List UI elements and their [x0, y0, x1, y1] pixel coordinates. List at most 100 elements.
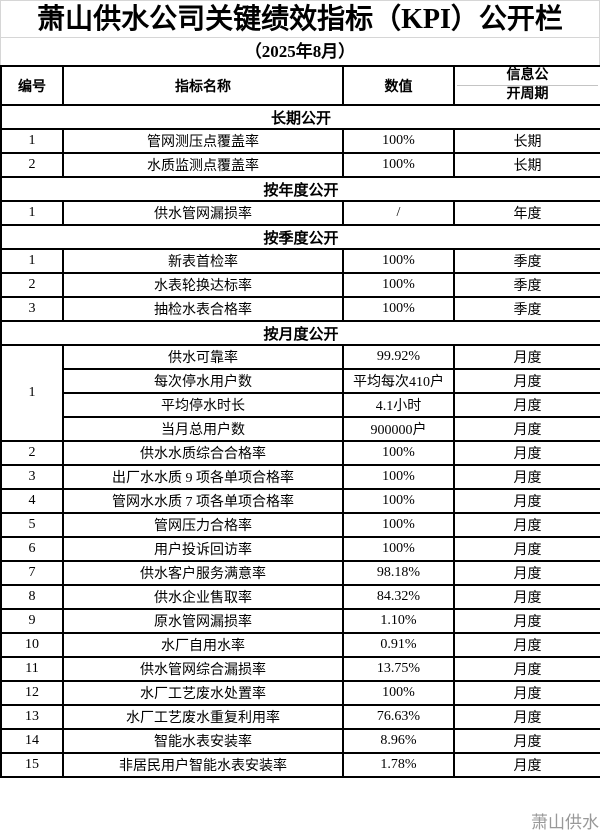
indicator-name-cell: 供水客户服务满意率	[62, 560, 344, 586]
header-period-line2: 开周期	[457, 85, 598, 103]
row-number-cell: 11	[0, 656, 64, 682]
table-row: 14 智能水表安装率 8.96% 月度	[0, 728, 600, 754]
table-row: 13 水厂工艺废水重复利用率 76.63% 月度	[0, 704, 600, 730]
table-row: 4 管网水水质 7 项各单项合格率 100% 月度	[0, 488, 600, 514]
value-cell: 900000户	[342, 416, 455, 442]
value-cell: 100%	[342, 680, 455, 706]
indicator-name-cell: 出厂水水质 9 项各单项合格率	[62, 464, 344, 490]
indicator-name-cell: 用户投诉回访率	[62, 536, 344, 562]
period-cell: 季度	[453, 272, 600, 298]
value-cell: 84.32%	[342, 584, 455, 610]
row-number-cell: 3	[0, 296, 64, 322]
period-cell: 月度	[453, 488, 600, 514]
row-number-cell: 2	[0, 152, 64, 178]
header-row: 编号 指标名称 数值 信息公 开周期	[0, 65, 600, 106]
period-cell: 月度	[453, 656, 600, 682]
table-row: 11 供水管网综合漏损率 13.75% 月度	[0, 656, 600, 682]
table-row: 1 供水可靠率 99.92% 月度	[0, 344, 600, 442]
section-title: 长期公开	[0, 104, 600, 130]
table-row: 当月总用户数 900000户 月度	[1, 416, 600, 442]
row-number-cell: 13	[0, 704, 64, 730]
section-row: 按月度公开	[0, 320, 600, 346]
value-cell: 76.63%	[342, 704, 455, 730]
page-subtitle: （2025年8月）	[244, 42, 356, 61]
period-cell: 季度	[453, 296, 600, 322]
table-row: 1 新表首检率 100% 季度	[0, 248, 600, 274]
section-title: 按月度公开	[0, 320, 600, 346]
indicator-name-cell: 每次停水用户数	[62, 368, 344, 394]
period-cell: 季度	[453, 248, 600, 274]
period-cell: 月度	[453, 560, 600, 586]
indicator-name-cell: 管网水水质 7 项各单项合格率	[62, 488, 344, 514]
table-row: 8 供水企业售取率 84.32% 月度	[0, 584, 600, 610]
row-number-cell: 6	[0, 536, 64, 562]
value-cell: 100%	[342, 128, 455, 154]
table-row: 9 原水管网漏损率 1.10% 月度	[0, 608, 600, 634]
section-row: 长期公开	[0, 104, 600, 130]
table-row: 3 抽检水表合格率 100% 季度	[0, 296, 600, 322]
indicator-name-cell: 供水管网漏损率	[62, 200, 344, 226]
table-row: 7 供水客户服务满意率 98.18% 月度	[0, 560, 600, 586]
kpi-table: 编号 指标名称 数值 信息公 开周期 长期公开 1 管网测压点覆盖率 100% 长期 2 水…	[0, 65, 600, 778]
value-cell: 平均每次410户	[342, 368, 455, 394]
section-title: 按年度公开	[0, 176, 600, 202]
table-row: 2 供水水质综合合格率 100% 月度	[0, 440, 600, 466]
indicator-name-cell: 供水水质综合合格率	[62, 440, 344, 466]
value-cell: 100%	[342, 296, 455, 322]
table-row: 2 水表轮换达标率 100% 季度	[0, 272, 600, 298]
period-cell: 月度	[453, 440, 600, 466]
period-cell: 月度	[453, 680, 600, 706]
period-cell: 月度	[453, 536, 600, 562]
table-row: 15 非居民用户智能水表安装率 1.78% 月度	[0, 752, 600, 778]
period-cell: 月度	[453, 416, 600, 442]
value-cell: 100%	[342, 512, 455, 538]
header-no: 编号	[0, 65, 64, 106]
period-cell: 月度	[453, 728, 600, 754]
table-row: 6 用户投诉回访率 100% 月度	[0, 536, 600, 562]
period-cell: 月度	[453, 392, 600, 418]
indicator-name-cell: 管网压力合格率	[62, 512, 344, 538]
row-number-cell: 10	[0, 632, 64, 658]
row-number-cell: 1	[0, 248, 64, 274]
kpi-table-body: 长期公开 1 管网测压点覆盖率 100% 长期 2 水质监测点覆盖率 100% 长期 按年度公开 1…	[0, 104, 600, 778]
table-row: 2 水质监测点覆盖率 100% 长期	[0, 152, 600, 178]
period-cell: 月度	[453, 632, 600, 658]
period-cell: 月度	[453, 512, 600, 538]
period-cell: 长期	[453, 128, 600, 154]
period-cell: 月度	[453, 608, 600, 634]
page-title: 萧山供水公司关键绩效指标（KPI）公开栏	[1, 1, 599, 38]
table-row: 3 出厂水水质 9 项各单项合格率 100% 月度	[0, 464, 600, 490]
header-indicator-name: 指标名称	[62, 65, 344, 106]
period-cell: 月度	[453, 584, 600, 610]
indicator-name-cell: 供水管网综合漏损率	[62, 656, 344, 682]
value-cell: 100%	[342, 464, 455, 490]
value-cell: 100%	[342, 488, 455, 514]
table-row: 1 供水管网漏损率 / 年度	[0, 200, 600, 226]
value-cell: 0.91%	[342, 632, 455, 658]
period-cell: 月度	[453, 752, 600, 778]
indicator-name-cell: 水质监测点覆盖率	[62, 152, 344, 178]
indicator-name-cell: 非居民用户智能水表安装率	[62, 752, 344, 778]
period-cell: 月度	[453, 344, 600, 370]
indicator-name-cell: 水厂工艺废水重复利用率	[62, 704, 344, 730]
row-number-cell: 5	[0, 512, 64, 538]
section-row: 按年度公开	[0, 176, 600, 202]
watermark: 萧山供水	[531, 813, 599, 832]
indicator-name-cell: 平均停水时长	[62, 392, 344, 418]
period-cell: 月度	[453, 704, 600, 730]
value-cell: /	[342, 200, 455, 226]
title-block: 萧山供水公司关键绩效指标（KPI）公开栏 （2025年8月）	[0, 0, 600, 65]
row-number-cell: 1	[0, 200, 64, 226]
value-cell: 100%	[342, 536, 455, 562]
period-cell: 月度	[453, 464, 600, 490]
row-number-cell: 1	[0, 344, 64, 442]
kpi-table-header: 编号 指标名称 数值 信息公 开周期	[0, 65, 600, 106]
header-period-line1: 信息公	[506, 68, 549, 83]
table-row: 12 水厂工艺废水处置率 100% 月度	[0, 680, 600, 706]
row-number-cell: 4	[0, 488, 64, 514]
indicator-name-cell: 水厂自用水率	[62, 632, 344, 658]
value-cell: 99.92%	[342, 344, 455, 370]
section-title: 按季度公开	[0, 224, 600, 250]
value-cell: 1.10%	[342, 608, 455, 634]
